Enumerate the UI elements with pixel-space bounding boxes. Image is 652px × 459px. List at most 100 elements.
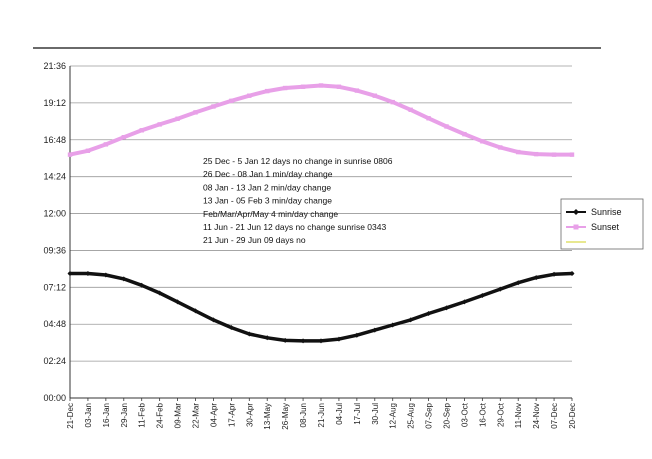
y-tick-label: 04:48	[43, 319, 66, 329]
sunrise-point	[461, 299, 467, 305]
sunrise-point	[264, 335, 270, 341]
y-tick-label: 09:36	[43, 245, 66, 255]
y-tick-label: 19:12	[43, 98, 66, 108]
x-tick-label: 04-Jul	[335, 403, 344, 425]
sunset-point	[372, 93, 377, 98]
sunrise-point	[228, 325, 234, 331]
sunrise-point	[157, 290, 163, 296]
sunrise-point	[282, 337, 288, 343]
sunrise-point	[193, 308, 198, 314]
sunrise-point	[85, 271, 91, 276]
x-tick-label: 22-Mar	[192, 403, 201, 429]
x-tick-label: 30-Jul	[371, 403, 380, 425]
annotation-line: 11 Jun - 21 Jun 12 days no change sunris…	[203, 222, 386, 232]
sunrise-point	[300, 338, 306, 344]
x-tick-label: 12-Aug	[389, 403, 398, 429]
sunset-point	[426, 116, 431, 121]
y-tick-label: 02:24	[43, 356, 66, 366]
plot-area	[67, 83, 575, 344]
sunrise-point	[246, 331, 252, 337]
sunset-line	[68, 83, 574, 157]
sunset-point	[157, 122, 162, 127]
y-tick-label: 07:12	[43, 282, 66, 292]
x-tick-label: 21-Jun	[317, 403, 326, 427]
annotation-line: 21 Jun - 29 Jun 09 days no	[203, 235, 306, 245]
sunset-point	[444, 124, 449, 129]
sunset-point	[551, 152, 557, 157]
sunrise-point	[318, 338, 324, 344]
sunrise-point	[103, 272, 109, 278]
x-tick-label: 13-May	[263, 403, 272, 430]
sunrise-line	[68, 271, 574, 343]
sunset-point	[480, 139, 485, 144]
sunrise-point	[444, 305, 449, 311]
sunset-point	[229, 98, 234, 104]
sunrise-point	[390, 322, 396, 328]
sunrise-point	[139, 282, 145, 288]
y-tick-label: 00:00	[43, 393, 66, 403]
x-tick-label: 17-Apr	[227, 403, 236, 427]
x-tick-label: 30-Apr	[245, 403, 254, 427]
x-tick-label: 29-Oct	[496, 402, 505, 427]
sunrise-point	[515, 280, 521, 286]
sunset-point	[569, 152, 575, 157]
annotation-line: 13 Jan - 05 Feb 3 min/day change	[203, 196, 332, 206]
sunset-point	[121, 135, 126, 140]
sunset-point	[462, 131, 467, 137]
sunset-point	[516, 149, 521, 155]
sunset-point	[85, 148, 91, 153]
annotation-line: Feb/Mar/Apr/May 4 min/day change	[203, 209, 338, 219]
sunset-point	[175, 116, 180, 121]
y-axis-ticks: 00:00 02:24 04:48 07:12 09:36 12:00 14:24 16:48…	[43, 61, 66, 403]
sunset-point	[282, 85, 288, 91]
x-tick-label: 20-Dec	[568, 403, 577, 429]
legend-label: Sunrise	[591, 207, 622, 217]
sunrise-point	[354, 332, 360, 338]
x-tick-label: 07-Sep	[425, 402, 434, 428]
grid-lines	[69, 65, 572, 399]
x-tick-label: 20-Sep	[443, 402, 452, 428]
x-tick-label: 25-Aug	[407, 403, 416, 429]
sunset-point	[139, 128, 144, 133]
x-tick-label: 17-Jul	[353, 403, 362, 425]
sunrise-point	[121, 276, 127, 282]
sunset-point	[390, 99, 395, 105]
annotation-line: 26 Dec - 08 Jan 1 min/day change	[203, 169, 333, 179]
x-tick-label: 11-Nov	[514, 403, 523, 428]
sunrise-point	[408, 317, 414, 323]
y-tick-label: 12:00	[43, 209, 66, 219]
sunrise-point	[426, 310, 432, 316]
sunset-point	[67, 152, 73, 157]
sunrise-point	[67, 271, 73, 276]
x-tick-label: 24-Feb	[156, 402, 165, 428]
sunrise-point	[210, 317, 216, 323]
legend: Sunrise Sunset	[560, 198, 644, 250]
sunset-point	[193, 110, 198, 115]
sunset-point	[265, 88, 270, 94]
sunset-point	[336, 84, 342, 89]
x-tick-label: 03-Jan	[84, 403, 93, 427]
sunrise-point	[551, 271, 557, 277]
x-tick-label: 16-Jan	[102, 403, 111, 427]
legend-marker	[573, 209, 579, 215]
x-tick-label: 16-Oct	[478, 402, 487, 427]
sunset-point	[247, 93, 252, 98]
x-axis-ticks: 21-Dec 03-Jan 16-Jan 29-Jan 11-Feb 24-Feb 09-M…	[66, 398, 577, 430]
x-tick-label: 09-Mar	[174, 403, 183, 429]
x-tick-label: 29-Jan	[120, 403, 129, 427]
sunset-point	[103, 142, 109, 147]
x-tick-label: 24-Nov	[532, 403, 541, 429]
x-tick-label: 03-Oct	[460, 402, 469, 427]
sunset-point	[318, 83, 324, 88]
x-tick-label: 21-Dec	[66, 403, 75, 429]
legend-label: Sunset	[591, 222, 620, 232]
y-tick-label: 14:24	[43, 172, 66, 182]
x-tick-label: 04-Apr	[209, 403, 218, 427]
x-tick-label: 26-May	[281, 403, 290, 430]
sunset-point	[354, 88, 360, 93]
sunset-point	[533, 151, 539, 157]
sunset-point	[408, 107, 413, 113]
x-tick-label: 08-Jun	[299, 403, 308, 427]
legend-box	[560, 198, 644, 250]
